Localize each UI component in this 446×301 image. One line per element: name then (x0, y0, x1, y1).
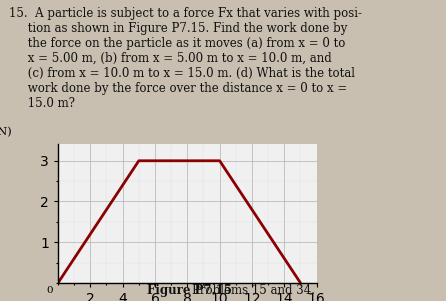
Text: 15.  A particle is subject to a force Fx that varies with posi-
     tion as sho: 15. A particle is subject to a force Fx … (9, 7, 362, 110)
Text: 0: 0 (46, 286, 53, 295)
Text: Figure P7.15: Figure P7.15 (147, 284, 232, 297)
Y-axis label: F_x (N): F_x (N) (0, 126, 12, 138)
Text: Problems 15 and 34.: Problems 15 and 34. (192, 284, 314, 297)
